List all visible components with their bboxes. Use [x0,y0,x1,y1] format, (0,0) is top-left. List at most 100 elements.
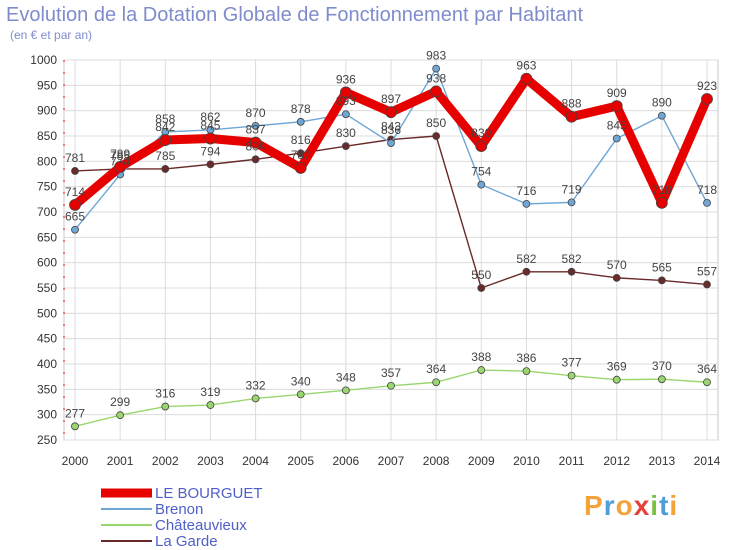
data-point [432,64,441,73]
x-tick-label: 2008 [423,454,450,468]
data-label: 870 [246,106,266,120]
data-label: 781 [65,151,85,165]
data-label: 364 [426,362,446,376]
chart-subtitle: (en € et par an) [10,28,93,42]
data-label: 299 [110,395,130,409]
x-tick-label: 2009 [468,454,495,468]
data-point [116,411,125,420]
data-label: 570 [607,258,627,272]
data-point [430,85,443,98]
logo-letter: x [633,490,651,521]
data-point [655,196,668,209]
data-point [657,111,666,120]
y-tick-label: 650 [37,230,57,244]
data-point [387,381,395,390]
logo-letter: i [650,490,660,521]
data-point [657,375,666,384]
data-label: 830 [471,126,491,140]
data-label: 843 [381,120,401,134]
legend-label: LE BOURGUET [155,485,263,502]
data-point [612,134,621,143]
y-tick-label: 800 [37,154,57,168]
data-point [610,100,623,113]
data-label: 719 [562,182,582,196]
data-point [341,386,350,395]
x-tick-label: 2004 [242,454,269,468]
data-label: 785 [110,149,130,163]
data-point [251,394,260,403]
data-label: 340 [291,374,311,388]
data-label: 348 [336,370,356,384]
x-tick-label: 2006 [333,454,360,468]
data-point [341,110,350,119]
data-label: 774 [110,155,130,169]
y-tick-label: 900 [37,104,57,118]
data-label: 816 [291,133,311,147]
data-label: 386 [516,351,536,365]
y-tick-label: 600 [37,256,57,270]
data-label: 787 [291,148,311,162]
y-tick-label: 500 [37,306,57,320]
legend-label: La Garde [155,533,218,550]
x-tick-label: 2010 [513,454,540,468]
data-point [385,106,397,119]
data-label: 909 [607,86,627,100]
data-label: 332 [246,378,266,392]
data-label: 858 [155,112,175,126]
data-point [477,180,486,189]
data-label: 830 [336,126,356,140]
x-tick-label: 2013 [649,454,676,468]
logo-letter: t [659,490,670,521]
data-label: 550 [471,268,491,282]
data-label: 716 [516,184,536,198]
y-tick-label: 400 [37,357,57,371]
logo-letter: o [615,490,634,521]
x-tick-label: 2001 [107,454,134,468]
data-point [703,280,711,289]
data-point [565,110,578,123]
x-tick-label: 2011 [559,454,585,468]
data-label: 565 [652,260,672,274]
data-label: 319 [200,385,220,399]
data-point [296,117,305,126]
data-point [520,72,533,85]
x-tick-label: 2014 [694,454,721,468]
chart-title: Evolution de la Dotation Globale de Fonc… [6,4,584,26]
y-tick-label: 550 [37,281,57,295]
logo-letter: P [584,490,604,521]
data-point [522,267,531,276]
data-point [567,267,576,276]
data-point [567,371,576,380]
data-label: 582 [516,252,536,266]
data-point [657,276,666,285]
x-tick-label: 2005 [287,454,314,468]
data-label: 850 [426,116,446,130]
data-label: 754 [471,165,491,179]
data-label: 277 [65,406,85,420]
data-label: 377 [562,356,582,370]
data-point [114,161,127,173]
x-tick-label: 2000 [62,454,89,468]
data-label: 718 [697,183,717,197]
data-label: 370 [652,359,672,373]
data-point [159,134,172,146]
logo-letter: i [669,490,679,521]
data-point [341,142,350,151]
data-point [612,273,621,282]
x-tick-label: 2012 [603,454,630,468]
data-label: 364 [697,362,717,376]
data-point [387,139,395,147]
data-label: 714 [65,185,85,199]
data-label: 582 [562,252,582,266]
data-label: 936 [336,72,356,86]
legend-label: Châteauvieux [155,517,247,534]
data-label: 878 [291,102,311,116]
y-tick-label: 250 [37,433,57,447]
logo-letter: r [603,490,616,521]
data-point [161,402,170,411]
data-point [71,422,79,431]
x-tick-label: 2003 [197,454,224,468]
y-tick-label: 1000 [30,53,57,67]
data-point [432,378,441,387]
